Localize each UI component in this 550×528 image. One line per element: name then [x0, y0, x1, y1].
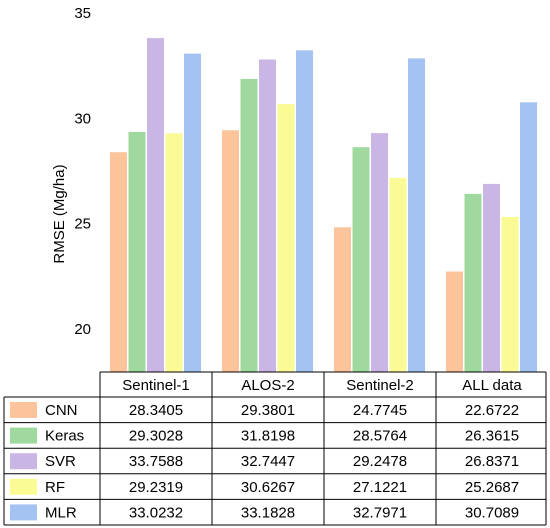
table-cell: 28.3405 [129, 402, 183, 419]
bar-keras-2 [352, 147, 370, 372]
bar-svr-2 [371, 133, 388, 372]
table-cell: 29.2319 [129, 479, 183, 496]
y-tick-label: 30 [74, 110, 91, 127]
table-cell: 22.6722 [465, 402, 519, 419]
y-tick-label: 20 [74, 321, 91, 338]
bar-mlr-2 [408, 58, 425, 373]
table-cell: 32.7971 [353, 504, 407, 521]
table-cell: 31.8198 [241, 428, 295, 445]
bar-rf-0 [165, 133, 183, 372]
bar-mlr-1 [296, 50, 313, 373]
bar-svr-0 [147, 38, 164, 372]
table-cell: 30.6267 [241, 479, 295, 496]
legend-swatch-svr [10, 453, 37, 470]
bar-keras-0 [128, 131, 146, 372]
legend-label: MLR [45, 504, 77, 521]
legend-swatch-rf [10, 478, 37, 495]
y-axis-label: RMSE (Mg/ha) [51, 164, 68, 263]
data-table: Sentinel-1 ALOS-2 Sentinel-2 ALL data CNN 28.… [3, 371, 547, 526]
bar-svr-1 [259, 59, 276, 372]
table-cell: 29.2478 [353, 453, 407, 470]
bar-svr-3 [483, 183, 500, 372]
table-cell: 26.8371 [465, 453, 519, 470]
table-cell: 28.5764 [353, 428, 407, 445]
y-tick-label: 35 [74, 5, 91, 22]
table-cell: 24.7745 [353, 402, 407, 419]
table-cell: 30.7089 [465, 504, 519, 521]
bar-rf-1 [277, 104, 295, 372]
table-cell: 26.3615 [465, 428, 519, 445]
legend-swatch-cnn [10, 402, 37, 418]
x-category-label: Sentinel-1 [122, 377, 190, 394]
bar-mlr-3 [520, 102, 537, 373]
legend-swatch-mlr [10, 504, 37, 521]
x-category-label: ALOS-2 [241, 377, 294, 394]
bar-cnn-2 [334, 227, 351, 372]
table-cell: 33.7588 [129, 453, 183, 470]
bar-keras-3 [464, 193, 482, 372]
legend-label: RF [45, 479, 65, 496]
bar-cnn-0 [110, 152, 127, 372]
table-cell: 33.1828 [241, 504, 295, 521]
legend-label: Keras [45, 428, 84, 445]
y-axis: RMSE (Mg/ha) 20 25 30 35 [51, 5, 91, 338]
table-cell: 29.3028 [129, 428, 183, 445]
plot-area [110, 38, 537, 373]
legend-label: SVR [45, 453, 76, 470]
table-cell: 25.2687 [465, 479, 519, 496]
x-category-label: Sentinel-2 [346, 377, 414, 394]
bar-rf-3 [501, 216, 519, 372]
y-tick-label: 25 [74, 216, 91, 233]
legend-label: CNN [45, 402, 78, 419]
bar-rf-2 [389, 177, 407, 372]
table-cell: 29.3801 [241, 402, 295, 419]
legend-swatch-keras [10, 427, 37, 444]
bar-cnn-3 [446, 271, 463, 372]
bar-cnn-1 [222, 130, 239, 372]
table-cell: 27.1221 [353, 479, 407, 496]
table-cell: 32.7447 [241, 453, 295, 470]
table-cell: 33.0232 [129, 504, 183, 521]
bar-keras-1 [240, 79, 258, 372]
bar-mlr-0 [184, 53, 201, 372]
x-category-label: ALL data [462, 377, 522, 394]
